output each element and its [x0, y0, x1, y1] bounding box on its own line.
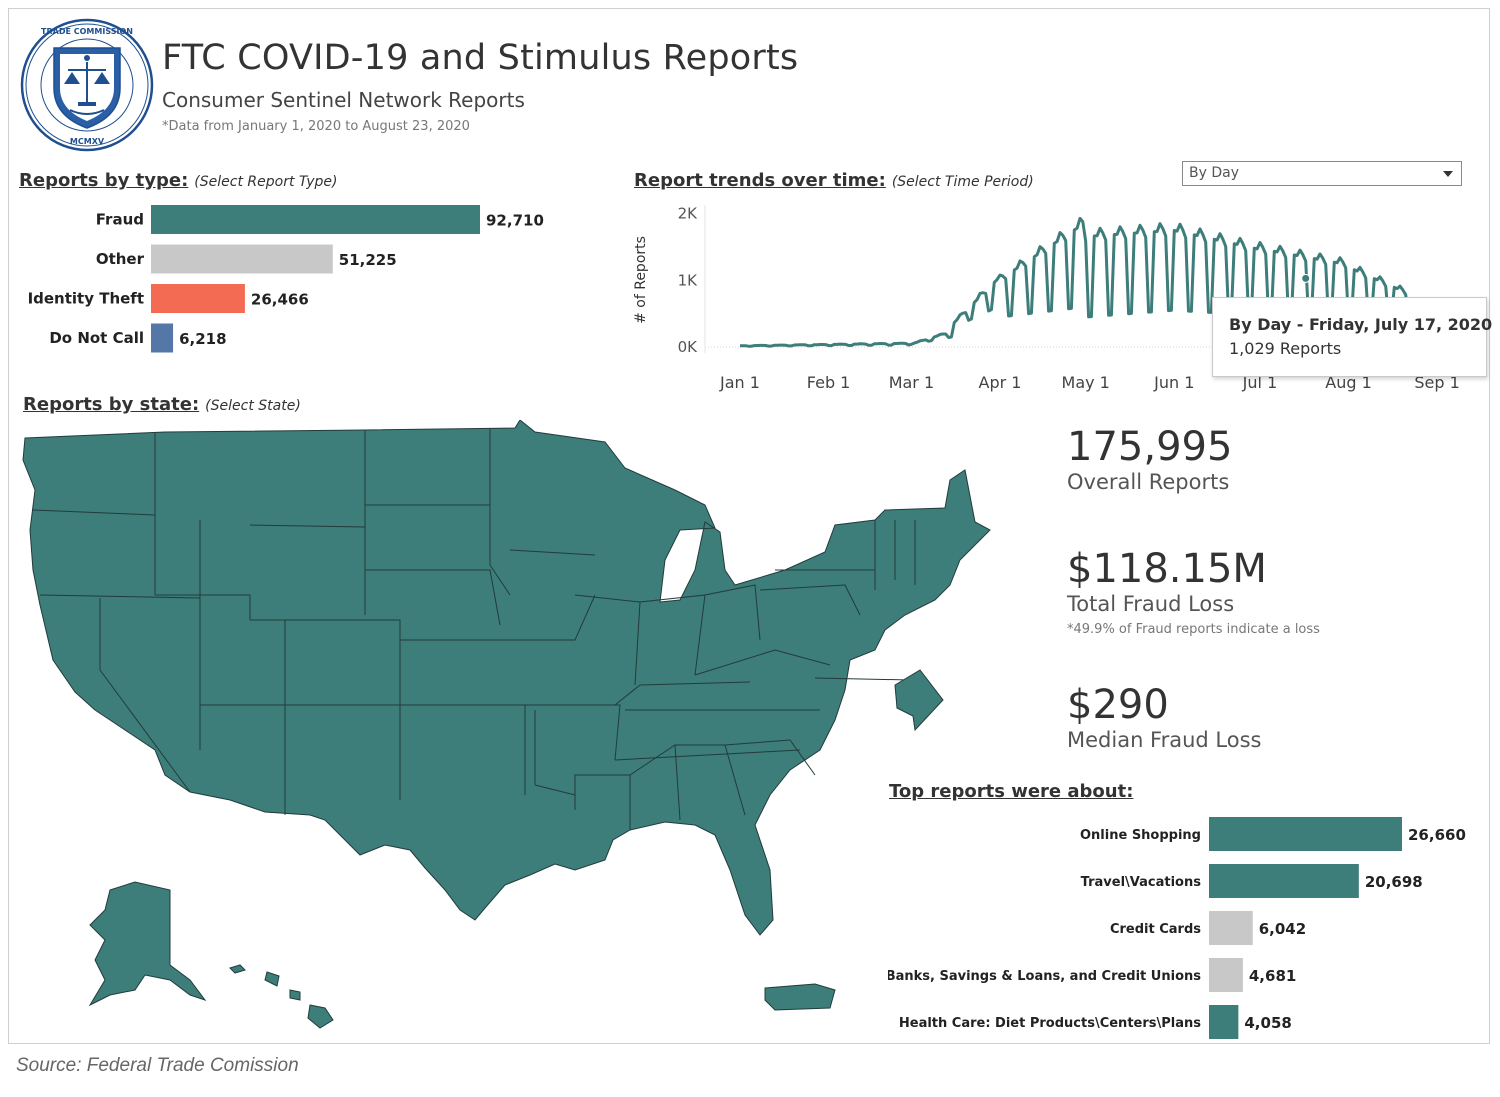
tooltip-value: 1,029 Reports: [1229, 339, 1342, 358]
highlighted-point[interactable]: [1301, 273, 1311, 283]
reports-by-state-hint: (Select State): [205, 398, 301, 414]
bar[interactable]: [1209, 1005, 1239, 1039]
bar-category-label: Travel\Vacations: [1081, 875, 1202, 890]
dc-inset-shape: [894, 669, 944, 732]
reports-by-type-header: Reports by type: (Select Report Type): [19, 170, 337, 191]
bar-category-label: Banks, Savings & Loans, and Credit Union…: [888, 969, 1201, 984]
bar[interactable]: [151, 205, 480, 234]
puerto-rico-shape: [764, 983, 836, 1011]
overall-reports-label: Overall Reports: [1067, 470, 1230, 494]
bar-value-label: 26,466: [251, 291, 309, 309]
report-trends-header: Report trends over time: (Select Time Per…: [634, 170, 1034, 191]
bar-value-label: 20,698: [1365, 873, 1423, 891]
x-tick-label: Apr 1: [979, 373, 1022, 392]
bar-category-label: Other: [96, 250, 145, 268]
bar-value-label: 6,042: [1259, 920, 1306, 938]
bar-value-label: 92,710: [486, 212, 544, 230]
overall-reports-kpi: 175,995 Overall Reports: [1067, 424, 1232, 494]
overall-reports-value: 175,995: [1067, 424, 1233, 470]
bar-value-label: 4,058: [1244, 1014, 1291, 1032]
y-tick-label: 0K: [678, 338, 699, 356]
bar-category-label: Credit Cards: [1110, 922, 1201, 937]
reports-by-state-header: Reports by state: (Select State): [23, 394, 301, 415]
time-period-dropdown[interactable]: By Day: [1182, 161, 1462, 186]
bar[interactable]: [1209, 911, 1253, 945]
trend-tooltip: By Day - Friday, July 17, 2020 1,029 Rep…: [1212, 297, 1493, 377]
x-tick-label: Sep 1: [1414, 373, 1459, 392]
chevron-down-icon[interactable]: [1443, 171, 1453, 177]
bar-value-label: 6,218: [179, 330, 226, 348]
svg-text:MCMXV: MCMXV: [70, 137, 105, 146]
bar[interactable]: [1209, 958, 1243, 992]
tooltip-date: By Day - Friday, July 17, 2020: [1229, 315, 1493, 334]
trend-line[interactable]: [740, 216, 1412, 348]
x-tick-label: Jul 1: [1242, 373, 1278, 392]
bar[interactable]: [1209, 817, 1402, 851]
state-border-lines: [32, 428, 916, 830]
reports-by-type-hint: (Select Report Type): [194, 174, 338, 190]
top-reports-chart[interactable]: Online Shopping 26,660 Travel\Vacations 20,…: [888, 810, 1488, 1045]
ftc-seal-logo: TRADE COMMISSION MCMXV: [20, 18, 154, 152]
top-reports-heading: Top reports were about:: [889, 781, 1134, 802]
bar[interactable]: [151, 323, 174, 353]
bar[interactable]: [1209, 864, 1359, 898]
bar[interactable]: [151, 244, 333, 274]
y-tick-label: 1K: [678, 271, 699, 289]
us-states-map[interactable]: [15, 420, 1015, 1040]
x-tick-label: Jun 1: [1153, 373, 1194, 392]
hawaii-shape: [229, 964, 334, 1029]
report-trends-hint: (Select Time Period): [891, 174, 1034, 190]
fraud-loss-note: *49.9% of Fraud reports indicate a loss: [1067, 622, 1320, 637]
svg-text:TRADE COMMISSION: TRADE COMMISSION: [41, 27, 133, 36]
bar-value-label: 26,660: [1408, 826, 1466, 844]
bar-category-label: Identity Theft: [28, 290, 144, 308]
date-range-note: *Data from January 1, 2020 to August 23,…: [162, 119, 470, 134]
reports-by-state-heading: Reports by state:: [23, 394, 200, 415]
y-tick-label: 2K: [678, 205, 699, 223]
y-axis-label: # of Reports: [633, 236, 649, 324]
x-tick-label: Feb 1: [807, 373, 851, 392]
alaska-shape: [88, 881, 207, 1007]
report-trends-chart[interactable]: # of Reports 0K 1K 2K Jan 1 Feb 1 Mar 1 Apr 1 Ma…: [625, 195, 1465, 395]
bar-category-label: Fraud: [96, 211, 144, 229]
source-credit: Source: Federal Trade Comission: [16, 1055, 299, 1076]
median-fraud-loss-kpi: $290 Median Fraud Loss: [1067, 682, 1262, 752]
x-tick-label: Aug 1: [1325, 373, 1372, 392]
bar-category-label: Online Shopping: [1080, 828, 1201, 843]
contiguous-us-shape: [22, 420, 991, 936]
bar-value-label: 51,225: [339, 251, 397, 269]
report-trends-heading: Report trends over time:: [634, 170, 886, 191]
bar[interactable]: [151, 284, 245, 313]
median-fraud-loss-label: Median Fraud Loss: [1067, 728, 1262, 752]
total-fraud-loss-label: Total Fraud Loss: [1067, 592, 1235, 616]
page-subtitle: Consumer Sentinel Network Reports: [162, 88, 525, 112]
total-fraud-loss-value: $118.15M: [1067, 546, 1267, 592]
page-title: FTC COVID-19 and Stimulus Reports: [162, 38, 799, 78]
total-fraud-loss-kpi: $118.15M Total Fraud Loss *49.9% of Frau…: [1067, 546, 1320, 637]
reports-by-type-chart[interactable]: Fraud 92,710 Other 51,225 Identity Theft 26,4…: [18, 200, 578, 360]
time-period-value: By Day: [1189, 165, 1239, 181]
bar-category-label: Do Not Call: [49, 329, 144, 347]
x-tick-label: Mar 1: [889, 373, 934, 392]
x-tick-label: May 1: [1062, 373, 1110, 392]
top-reports-header: Top reports were about:: [889, 781, 1133, 802]
bar-category-label: Health Care: Diet Products\Centers\Plans: [899, 1016, 1201, 1031]
reports-by-type-heading: Reports by type:: [19, 170, 189, 191]
median-fraud-loss-value: $290: [1067, 682, 1169, 728]
x-tick-label: Jan 1: [719, 373, 760, 392]
bar-value-label: 4,681: [1249, 967, 1296, 985]
